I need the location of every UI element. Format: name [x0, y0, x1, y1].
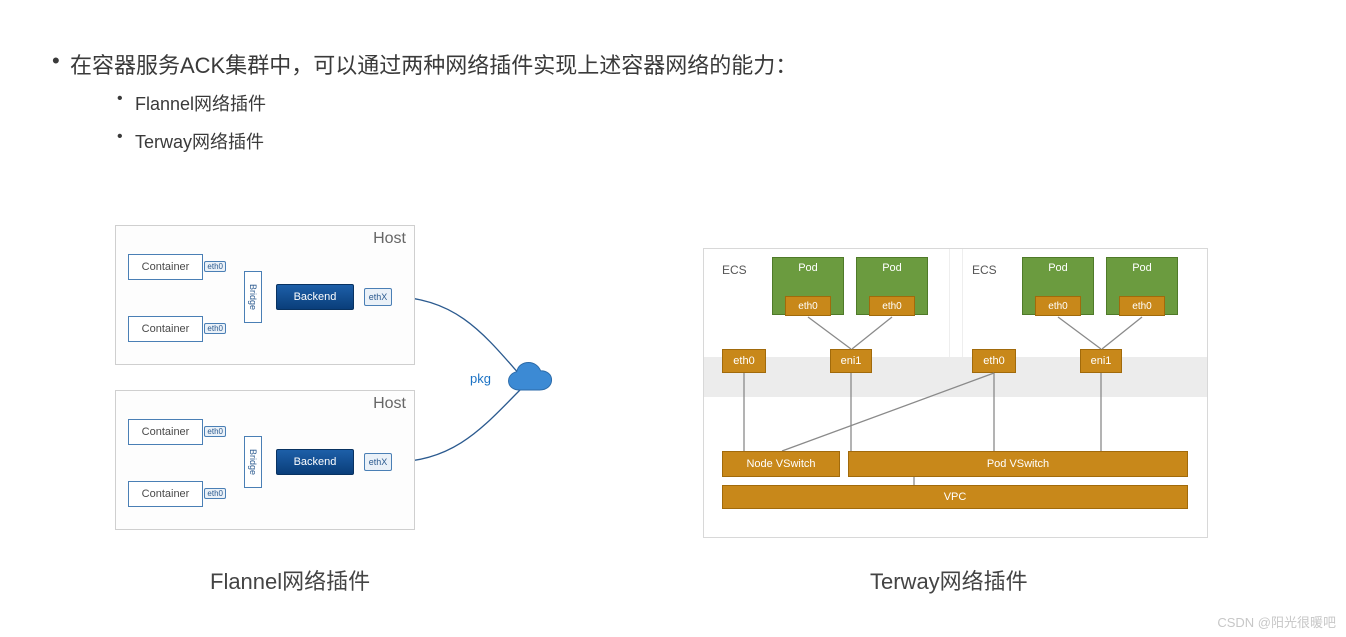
backend-box: Backend — [276, 284, 354, 310]
host-label: Host — [373, 230, 406, 248]
eth0-badge: eth0 — [204, 261, 226, 272]
container-box: Container eth0 — [128, 316, 203, 342]
container-box: Container eth0 — [128, 419, 203, 445]
watermark: CSDN @阳光很暖吧 — [1217, 612, 1336, 631]
eth0-badge: eth0 — [204, 323, 226, 334]
container-label: Container — [142, 323, 190, 335]
host-box-2: Host Container eth0 Container eth0 Bridg… — [115, 390, 415, 530]
ethx-badge: ethX — [364, 453, 392, 471]
ethx-badge: ethX — [364, 288, 392, 306]
sub-bullet-1: Flannel网络插件 — [135, 90, 266, 116]
caption-terway: Terway网络插件 — [870, 564, 1028, 596]
pod-vswitch: Pod VSwitch — [848, 451, 1188, 477]
bridge-label: Bridge — [248, 284, 258, 310]
bridge-label: Bridge — [248, 449, 258, 475]
eth0-badge: eth0 — [204, 426, 226, 437]
host-box-1: Host Container eth0 Container eth0 Bridg… — [115, 225, 415, 365]
main-bullet: 在容器服务ACK集群中，可以通过两种网络插件实现上述容器网络的能力： — [70, 48, 797, 80]
eth0-badge: eth0 — [204, 488, 226, 499]
host-label: Host — [373, 395, 406, 413]
backend-box: Backend — [276, 449, 354, 475]
caption-flannel: Flannel网络插件 — [210, 564, 370, 596]
vpc-box: VPC — [722, 485, 1188, 509]
sub-bullet-2: Terway网络插件 — [135, 128, 264, 154]
pkg-label: pkg — [470, 371, 491, 386]
container-box: Container eth0 — [128, 254, 203, 280]
bridge-box: Bridge — [244, 436, 262, 488]
container-label: Container — [142, 261, 190, 273]
slide: 在容器服务ACK集群中，可以通过两种网络插件实现上述容器网络的能力： Flann… — [0, 0, 1346, 637]
node-vswitch: Node VSwitch — [722, 451, 840, 477]
bridge-box: Bridge — [244, 271, 262, 323]
terway-diagram: ECS ECS Pod eth0 Pod eth0 Pod eth0 Pod e… — [703, 248, 1208, 538]
flannel-diagram: Host Container eth0 Container eth0 Bridg… — [115, 225, 575, 545]
container-box: Container eth0 — [128, 481, 203, 507]
container-label: Container — [142, 426, 190, 438]
container-label: Container — [142, 488, 190, 500]
cloud-icon — [503, 360, 558, 398]
